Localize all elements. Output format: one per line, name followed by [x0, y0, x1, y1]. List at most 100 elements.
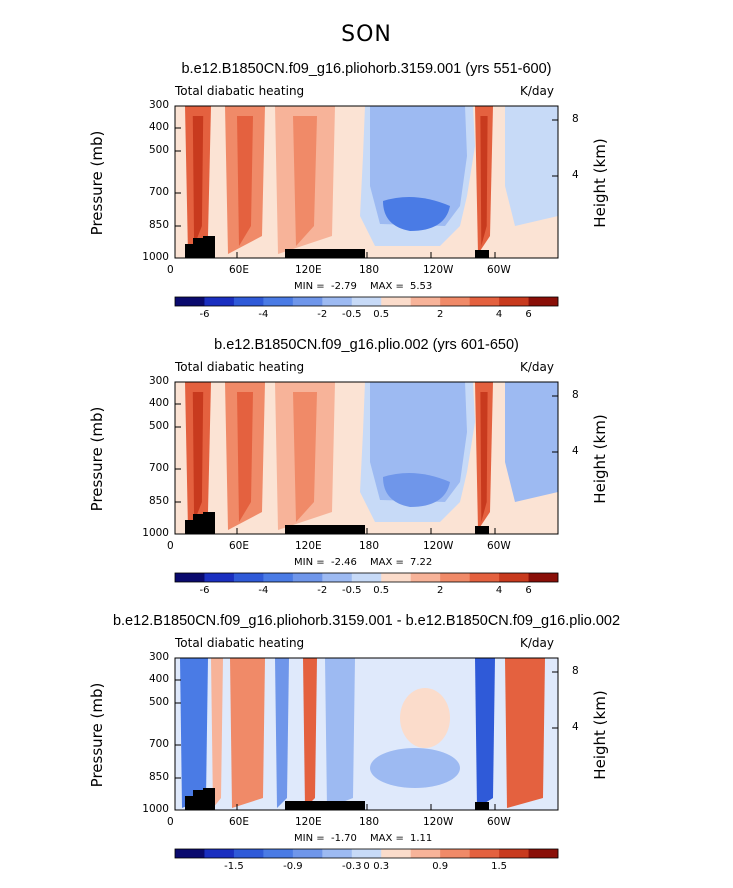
colorbar [174, 572, 559, 583]
colorbar-swatch [499, 297, 529, 306]
heating-column-core [480, 392, 488, 522]
anomaly-band [180, 658, 208, 808]
colorbar [174, 296, 559, 307]
topography-mask [285, 801, 365, 810]
anomaly-band [475, 658, 495, 808]
colorbar-swatch [410, 849, 441, 858]
max-value: 5.53 [410, 281, 433, 292]
anomaly-band [303, 658, 317, 808]
colorbar-swatch [528, 297, 559, 306]
right-tick-label: 8 [572, 113, 579, 125]
min-label: MIN = [294, 833, 325, 844]
anomaly-band [211, 658, 223, 808]
colorbar-swatch [499, 573, 529, 582]
colorbar [174, 848, 559, 859]
colorbar-swatch [263, 849, 294, 858]
colorbar-swatch [175, 297, 205, 306]
y-tick-label: 400 [148, 397, 169, 409]
colorbar-label: -0.5 [342, 585, 362, 596]
max-value: 7.22 [410, 557, 433, 568]
anomaly-band [230, 658, 265, 808]
right-tick-label: 4 [572, 169, 579, 181]
y-tick-label: 850 [148, 495, 169, 507]
colorbar-label: -0.5 [342, 309, 362, 320]
colorbar-label: 1.5 [491, 861, 508, 872]
colorbar-swatch [175, 573, 205, 582]
topography-mask [203, 512, 215, 534]
colorbar-swatch [204, 573, 235, 582]
y-tick-label: 300 [148, 651, 169, 663]
descent-region-mid [370, 382, 467, 502]
max-value: 1.11 [410, 833, 433, 844]
x-tick-label: 120E [295, 264, 322, 276]
contour-plot [174, 657, 559, 811]
y-tick-label: 400 [148, 673, 169, 685]
max-label: MAX = [370, 833, 404, 844]
x-tick-label: 120E [295, 816, 322, 828]
x-tick-label: 0 [167, 264, 174, 276]
colorbar-swatch [292, 849, 323, 858]
y-tick-label: 1000 [142, 251, 169, 263]
heating-column-core [293, 116, 317, 246]
colorbar-swatch [469, 849, 500, 858]
right-axis-title: Height (km) [591, 138, 609, 228]
anomaly-band [275, 658, 289, 808]
colorbar-label: -2 [317, 585, 328, 596]
min-label: MIN = [294, 557, 325, 568]
colorbar-label: 6 [525, 585, 532, 596]
right-tick-label: 4 [572, 721, 579, 733]
descent-core [383, 473, 450, 507]
contour-plot [174, 381, 559, 535]
y-tick-label: 700 [148, 186, 169, 198]
contour-field [175, 382, 558, 534]
colorbar-swatch [351, 849, 382, 858]
colorbar-label: -4 [258, 309, 269, 320]
min-value: -2.46 [331, 557, 357, 568]
east-descent-region [505, 106, 558, 226]
colorbar-label: 4 [495, 585, 503, 596]
heating-column-core [237, 116, 253, 246]
panel-subtitle-units: K/day [520, 84, 554, 98]
colorbar-swatch [528, 849, 559, 858]
colorbar-label: -0.9 [283, 861, 303, 872]
colorbar-frame [174, 572, 559, 583]
colorbar-frame [174, 296, 559, 307]
colorbar-label: 0 [363, 861, 370, 872]
x-tick-label: 120E [295, 540, 322, 552]
colorbar-swatch [263, 297, 294, 306]
right-tick-label: 4 [572, 445, 579, 457]
topography-mask [203, 788, 215, 810]
panel-subtitle-variable: Total diabatic heating [175, 360, 305, 374]
y-tick-label: 300 [148, 99, 169, 111]
x-tick-label: 60E [229, 540, 249, 552]
right-tick-label: 8 [572, 389, 579, 401]
colorbar-label: -0.3 [342, 861, 362, 872]
heating-column-core [192, 392, 204, 522]
max-label: MAX = [370, 557, 404, 568]
colorbar-swatch [204, 297, 235, 306]
x-tick-label: 180 [359, 816, 380, 828]
y-axis-title: Pressure (mb) [88, 130, 106, 236]
colorbar-swatch [233, 573, 264, 582]
colorbar-swatch [469, 297, 500, 306]
panel-title: b.e12.B1850CN.f09_g16.pliohorb.3159.001 … [181, 61, 552, 77]
colorbar-swatch [175, 849, 205, 858]
colorbar-label: -1.5 [224, 861, 244, 872]
x-tick-label: 120W [423, 264, 454, 276]
colorbar-label: -6 [199, 585, 210, 596]
right-tick-label: 8 [572, 665, 579, 677]
colorbar-swatch [469, 573, 500, 582]
colorbar-label: 4 [495, 309, 503, 320]
colorbar-swatch [528, 573, 559, 582]
heating-column-core [480, 116, 488, 246]
max-label: MAX = [370, 281, 404, 292]
y-tick-label: 1000 [142, 527, 169, 539]
colorbar-swatch [322, 849, 353, 858]
colorbar-label: 2 [436, 585, 444, 596]
y-axis-title: Pressure (mb) [88, 406, 106, 512]
heating-column-core [293, 392, 317, 522]
y-tick-label: 300 [148, 375, 169, 387]
colorbar-swatch [440, 573, 470, 582]
x-tick-label: 0 [167, 540, 174, 552]
colorbar-swatch [499, 849, 529, 858]
